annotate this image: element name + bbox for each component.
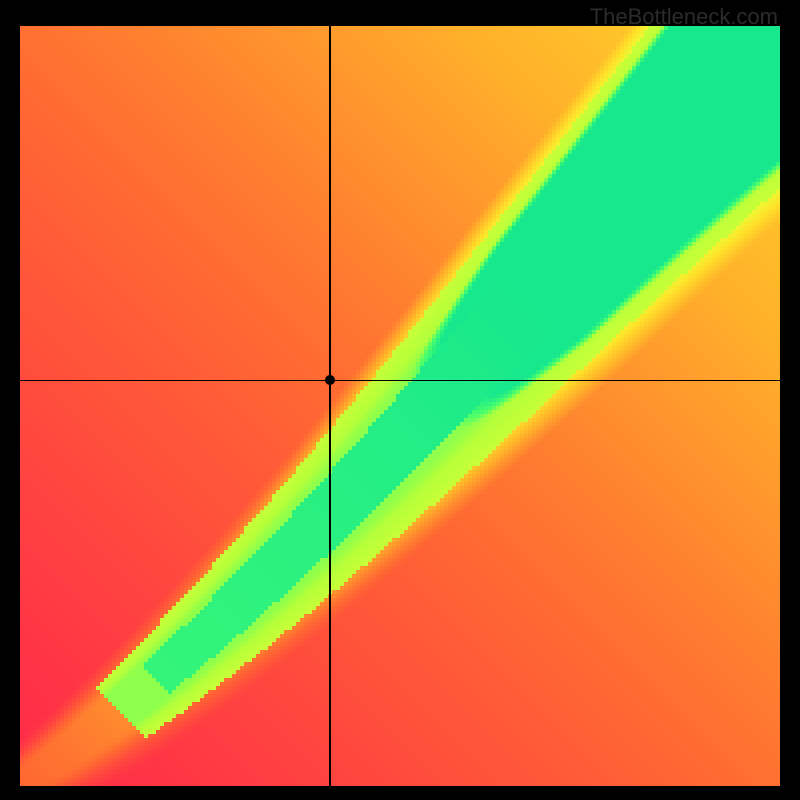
- crosshair-horizontal: [20, 380, 780, 381]
- data-point-marker: [325, 375, 335, 385]
- crosshair-vertical: [329, 26, 330, 786]
- plot-area: [20, 26, 780, 786]
- chart-container: TheBottleneck.com: [0, 0, 800, 800]
- heatmap-canvas: [20, 26, 780, 786]
